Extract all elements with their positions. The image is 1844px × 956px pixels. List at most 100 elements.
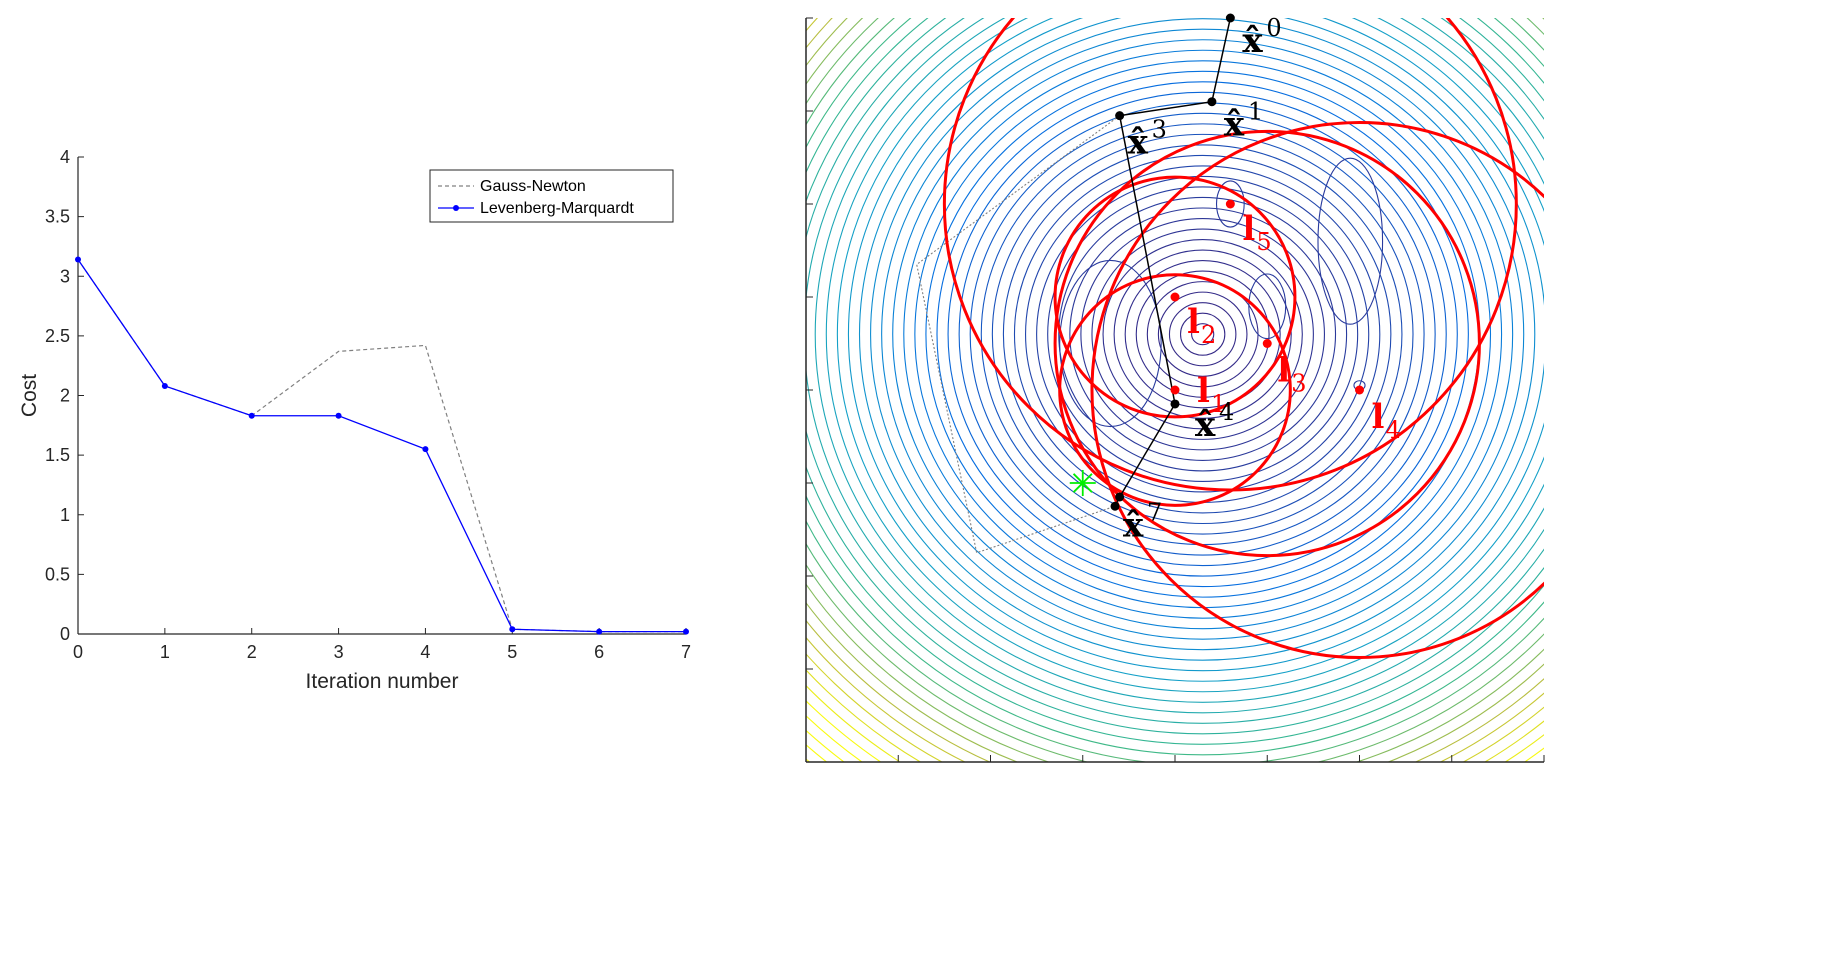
landmark-point xyxy=(1170,385,1180,395)
levenberg-marquardt-point xyxy=(596,628,603,635)
estimates: x̂ 0x̂ 1x̂ 3x̂ 4x̂ 7 xyxy=(1123,14,1282,545)
x-tick-label: 7 xyxy=(681,642,691,662)
y-tick-label: 0 xyxy=(60,624,70,644)
contour-local xyxy=(1248,273,1287,340)
y-tick-label: 4 xyxy=(60,147,70,167)
contour-ring xyxy=(1058,196,1348,472)
landmark-point xyxy=(1262,339,1272,348)
estimate-label: x̂ xyxy=(1128,123,1149,163)
x-tick-label: 1 xyxy=(160,642,170,662)
trajectory-point xyxy=(1170,399,1180,409)
levenberg-marquardt-line xyxy=(77,259,686,633)
landmark-label: l xyxy=(1197,371,1210,411)
contour-ring xyxy=(825,18,1544,693)
y-tick-label: 0.5 xyxy=(45,564,70,584)
contour-ring xyxy=(947,91,1458,577)
y-tick-label: 3.5 xyxy=(45,207,70,227)
x-tick-label: 4 xyxy=(420,642,430,662)
contour-ring xyxy=(1102,239,1303,430)
contour-ring xyxy=(892,39,1514,630)
range-circles xyxy=(942,18,1544,659)
contour-ring xyxy=(1124,260,1281,409)
contour-ring xyxy=(1036,175,1370,493)
contour-ring xyxy=(1047,186,1359,482)
landmark-label: l xyxy=(1277,351,1290,391)
trajectory-point xyxy=(1115,111,1125,121)
estimate-label: x̂ xyxy=(1123,505,1144,545)
legend-gauss-newton-label: Gauss-Newton xyxy=(480,178,586,195)
gauss-newton-line xyxy=(77,259,686,633)
estimate-label: x̂ xyxy=(1195,405,1216,445)
contour-ring xyxy=(1157,291,1248,377)
legend-levenberg-marquardt-marker xyxy=(453,205,459,211)
range-circle xyxy=(942,18,1518,492)
estimate-path xyxy=(1110,13,1235,511)
y-tick-label: 1 xyxy=(60,505,70,525)
true-position-stroke xyxy=(1072,473,1093,493)
cost-series xyxy=(75,256,689,635)
contour-ring xyxy=(1179,312,1226,356)
contour-ring xyxy=(836,18,1544,682)
y-ticks: 0 0.5 1 1.5 2 2.5 3 3.5 4 xyxy=(45,147,84,644)
contour-ring xyxy=(847,18,1544,672)
levenberg-marquardt-point xyxy=(509,626,516,633)
landmark-subscript: 2 xyxy=(1201,321,1216,349)
x-tick-label: 2 xyxy=(247,642,257,662)
cost-chart: 0 1 2 3 4 5 6 7 0 0.5 1 1.5 2 2.5 3 3.5 4 Iteration num… xyxy=(18,147,691,693)
landmark-point xyxy=(1170,292,1180,302)
contour-ring xyxy=(1069,207,1337,461)
contour-ring xyxy=(806,18,1544,735)
contour-ring xyxy=(881,28,1525,640)
levenberg-marquardt-point xyxy=(422,446,429,453)
levenberg-marquardt-point xyxy=(683,628,689,635)
legend-box xyxy=(429,169,674,223)
contour-ring xyxy=(806,18,1544,745)
estimate-label: x̂ xyxy=(1242,21,1263,61)
true-position-star-icon xyxy=(1069,470,1096,496)
landmark-label: l xyxy=(1242,209,1255,249)
gauss-newton-path xyxy=(916,115,1120,554)
legend-levenberg-marquardt-label: Levenberg-Marquardt xyxy=(480,200,634,217)
contour-ring xyxy=(1135,270,1270,398)
contour-ring xyxy=(1091,228,1314,440)
contour-ring xyxy=(1080,217,1325,451)
range-circle xyxy=(1090,121,1544,659)
landmark-label: l xyxy=(1372,397,1385,437)
contour-ring xyxy=(1002,144,1403,525)
levenberg-marquardt-point xyxy=(248,412,255,419)
legend: Gauss-Newton Levenberg-Marquardt xyxy=(429,169,674,223)
contour-ring xyxy=(1168,302,1237,367)
contour-ring xyxy=(969,112,1436,556)
estimate-superscript: 4 xyxy=(1219,398,1234,426)
x-tick-label: 5 xyxy=(507,642,517,662)
trajectory-point xyxy=(1225,13,1235,23)
x-tick-label: 6 xyxy=(594,642,604,662)
contour-ring xyxy=(1191,323,1215,346)
trajectory-point xyxy=(1207,97,1217,107)
contour-ring xyxy=(1013,154,1392,514)
estimate-superscript: 1 xyxy=(1248,98,1263,126)
y-tick-label: 1.5 xyxy=(45,445,70,465)
contour-ring xyxy=(1113,249,1292,419)
landmark-point xyxy=(1355,385,1364,395)
landmark-subscript: 5 xyxy=(1256,228,1271,256)
contour-ring xyxy=(806,18,1544,724)
contour-ring xyxy=(903,49,1503,619)
estimate-superscript: 0 xyxy=(1266,14,1281,42)
contour-ring xyxy=(806,18,1544,756)
estimate-superscript: 3 xyxy=(1152,116,1167,144)
y-tick-label: 3 xyxy=(60,266,70,286)
contour-ring xyxy=(806,18,1544,714)
landmark-subscript: 1 xyxy=(1211,390,1226,418)
contour-axes xyxy=(805,17,1545,763)
localization-contour-plot: l 1l 2l 3l 4l 5 x̂ 0x̂ 1x̂ 3x̂ 4x̂ 7 xyxy=(805,13,1545,763)
x-tick-label: 0 xyxy=(73,642,83,662)
estimate-superscript: 7 xyxy=(1147,498,1162,526)
y-axis-label: Cost xyxy=(18,374,41,417)
contour-ring xyxy=(991,133,1414,535)
contour-ring xyxy=(859,18,1544,661)
cost-chart-axes xyxy=(77,157,686,635)
y-tick-label: 2 xyxy=(60,386,70,406)
range-circle xyxy=(1053,175,1297,419)
